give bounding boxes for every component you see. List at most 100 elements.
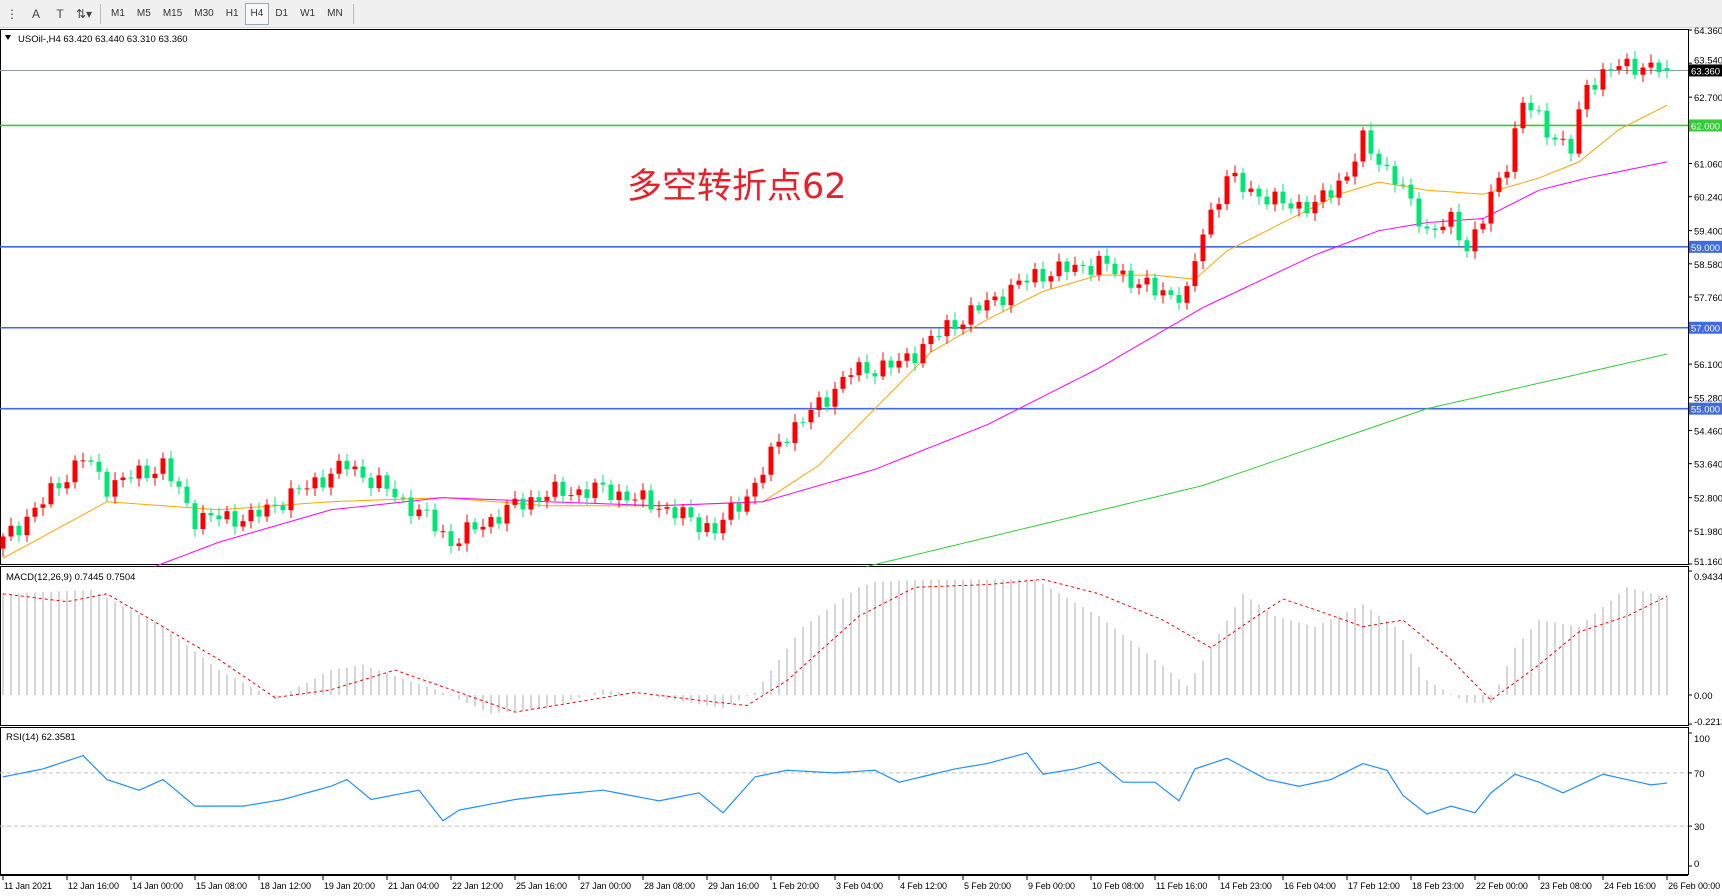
- rsi-tick-label: 70: [1694, 769, 1705, 780]
- time-tick-label: 16 Feb 04:00: [1284, 881, 1336, 891]
- candle: [1184, 281, 1190, 310]
- candle: [584, 481, 590, 506]
- candle-body: [288, 488, 294, 511]
- candle-body: [1368, 130, 1374, 154]
- candle: [1648, 54, 1654, 75]
- timeframe-m5[interactable]: M5: [136, 7, 151, 19]
- candle-body: [1200, 234, 1206, 262]
- time-tick-label: 14 Feb 23:00: [1220, 881, 1272, 891]
- candle-body: [16, 525, 22, 536]
- price-level-tag: [1689, 64, 1722, 77]
- candle: [504, 500, 510, 532]
- candle: [1296, 194, 1302, 217]
- candle: [240, 514, 246, 532]
- arrows-icon[interactable]: ⇅▾: [75, 6, 93, 21]
- candle: [1456, 203, 1462, 247]
- timeframe-m15[interactable]: M15: [162, 7, 183, 19]
- time-tick-label: 21 Jan 04:00: [388, 881, 439, 891]
- time-tick-label: 11 Feb 16:00: [1156, 881, 1207, 891]
- moving-average-line: [866, 353, 1668, 567]
- timeframe-w1[interactable]: W1: [300, 7, 316, 19]
- price-tick-label: 51.160: [1694, 557, 1722, 568]
- time-tick-label: 28 Jan 08:00: [644, 881, 695, 891]
- collapse-triangle-icon[interactable]: [5, 35, 11, 40]
- time-tick-label: 17 Feb 12:00: [1348, 881, 1400, 891]
- timeframe-d1[interactable]: D1: [275, 7, 289, 19]
- candle: [0, 533, 6, 557]
- timeframe-m1[interactable]: M1: [111, 7, 125, 19]
- time-tick-label: 15 Jan 08:00: [196, 881, 247, 891]
- candle-body: [576, 489, 582, 496]
- candle: [152, 466, 158, 486]
- timeframe-mn[interactable]: MN: [327, 7, 343, 19]
- candle: [112, 472, 118, 504]
- candle: [1608, 62, 1614, 78]
- candle-body: [720, 519, 726, 534]
- candle-body: [808, 409, 814, 423]
- candle: [1240, 167, 1246, 200]
- candle-body: [1576, 109, 1582, 154]
- price-level-tag-label: 57.000: [1691, 324, 1720, 335]
- candle: [1360, 127, 1366, 168]
- text-label-icon[interactable]: T: [56, 6, 64, 21]
- candle: [1504, 164, 1510, 185]
- candle-body: [1016, 280, 1022, 285]
- candle: [648, 484, 654, 513]
- candle: [1264, 188, 1270, 210]
- macd-tick-label: 0.9434: [1694, 572, 1722, 583]
- candle-body: [976, 305, 982, 311]
- candle-body: [432, 509, 438, 532]
- time-tick-label: 11 Jan 2021: [4, 881, 52, 891]
- candle: [1192, 253, 1198, 292]
- candle: [944, 314, 950, 344]
- candle-body: [696, 517, 702, 533]
- time-tick-label: 27 Jan 00:00: [580, 881, 631, 891]
- candle: [1000, 288, 1006, 312]
- candle-body: [1416, 198, 1422, 227]
- candle: [864, 354, 870, 380]
- time-tick-label: 14 Jan 00:00: [132, 881, 183, 891]
- candle: [1632, 50, 1638, 80]
- candle: [1064, 257, 1070, 280]
- candle-body: [8, 525, 14, 537]
- candle-body: [1568, 138, 1574, 154]
- candle-body: [528, 497, 534, 510]
- candle: [16, 521, 22, 543]
- candle: [416, 504, 422, 520]
- candle-body: [816, 397, 822, 410]
- candle-body: [752, 482, 758, 497]
- timeframe-h1[interactable]: H1: [225, 7, 239, 19]
- time-tick-label: 5 Feb 20:00: [964, 881, 1011, 891]
- candle: [1464, 236, 1470, 258]
- candle: [1376, 149, 1382, 173]
- candle-body: [1216, 204, 1222, 210]
- timeframe-m30[interactable]: M30: [194, 7, 214, 19]
- candle-body: [232, 511, 238, 527]
- candle: [1416, 192, 1422, 234]
- candle: [616, 484, 622, 508]
- candle: [32, 502, 38, 523]
- time-tick-label: 9 Feb 00:00: [1028, 881, 1075, 891]
- candle-body: [1072, 264, 1078, 272]
- candle: [344, 453, 350, 477]
- period-separator-icon[interactable]: ⋮: [6, 6, 18, 21]
- candle-body: [1152, 277, 1158, 296]
- candle-body: [1504, 171, 1510, 178]
- candle: [1408, 178, 1414, 206]
- candle-body: [360, 466, 366, 478]
- candle: [304, 480, 310, 496]
- timeframe-h4[interactable]: H4: [244, 2, 270, 25]
- candle-body: [1008, 284, 1014, 306]
- candle-body: [240, 521, 246, 527]
- text-icon[interactable]: A: [31, 6, 40, 21]
- candle: [816, 391, 822, 418]
- candle: [1384, 156, 1390, 171]
- candle: [920, 337, 926, 368]
- candle: [1640, 63, 1646, 83]
- candle: [424, 502, 430, 518]
- candle-body: [40, 504, 46, 508]
- horizontal-levels: [0, 69, 1688, 410]
- candle-body: [832, 388, 838, 407]
- candle-body: [888, 360, 894, 368]
